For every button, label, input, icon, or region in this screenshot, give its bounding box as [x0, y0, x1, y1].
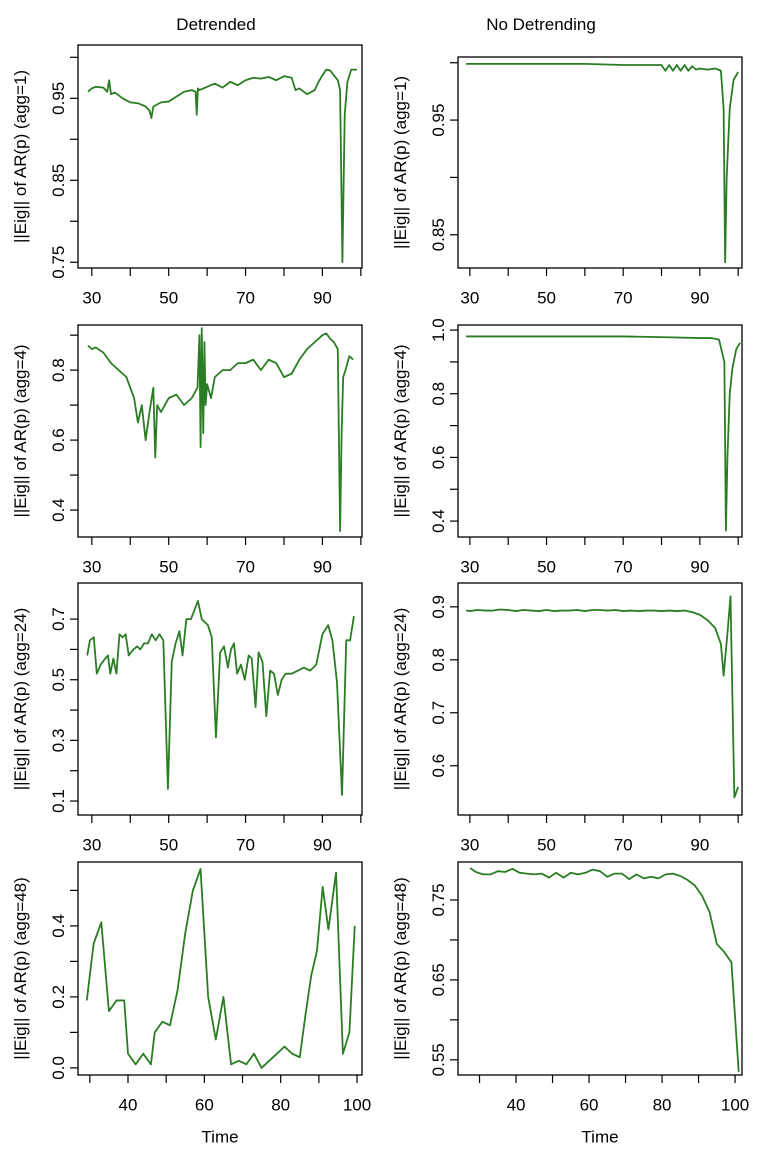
x-tick-label: 50: [537, 835, 556, 854]
y-tick-label: 0.6: [429, 754, 448, 778]
y-tick-label: 0.5: [49, 668, 68, 692]
x-tick-label: 80: [271, 1095, 290, 1114]
data-line: [466, 335, 741, 532]
y-axis-title: ||Eig|| of AR(p) (agg=4): [391, 344, 410, 517]
x-tick-label: 90: [313, 557, 332, 576]
y-axis-title: ||Eig|| of AR(p) (agg=24): [391, 608, 410, 791]
data-line: [87, 68, 357, 264]
y-axis-title: ||Eig|| of AR(p) (agg=1): [11, 70, 30, 243]
x-tick-label: 30: [82, 835, 101, 854]
x-tick-label: 50: [159, 835, 178, 854]
x-tick-label: 90: [690, 288, 709, 307]
x-tick-label: 90: [313, 288, 332, 307]
x-tick-label: 30: [460, 835, 479, 854]
x-tick-label: 70: [614, 557, 633, 576]
plot-frame: [77, 861, 363, 1076]
x-axis-title: Time: [581, 1127, 618, 1146]
x-tick-label: 40: [119, 1095, 138, 1114]
x-tick-label: 30: [460, 288, 479, 307]
x-tick-label: 60: [195, 1095, 214, 1114]
y-tick-label: 0.7: [429, 701, 448, 725]
y-tick-label: 1.0: [429, 318, 448, 342]
y-tick-label: 0.4: [429, 509, 448, 533]
plot-frame: [77, 324, 363, 538]
x-tick-label: 60: [580, 1095, 599, 1114]
y-tick-label: 0.4: [49, 914, 68, 938]
y-tick-label: 0.6: [429, 446, 448, 470]
plot-frame: [77, 582, 363, 816]
plot-frame: [457, 324, 743, 538]
x-tick-label: 90: [690, 557, 709, 576]
y-axis-title: ||Eig|| of AR(p) (agg=1): [391, 76, 410, 249]
data-line: [86, 599, 355, 796]
y-axis-title: ||Eig|| of AR(p) (agg=4): [11, 344, 30, 517]
x-tick-label: 100: [721, 1095, 749, 1114]
column-title: No Detrending: [486, 15, 596, 34]
column-title: Detrended: [176, 15, 255, 34]
x-tick-label: 30: [82, 557, 101, 576]
x-axis-title: Time: [201, 1127, 238, 1146]
plot-frame: [457, 861, 743, 1076]
y-tick-label: 0.0: [49, 1056, 68, 1080]
y-tick-label: 0.8: [429, 648, 448, 672]
y-tick-label: 0.9: [429, 595, 448, 619]
y-tick-label: 0.1: [49, 789, 68, 813]
x-tick-label: 50: [537, 288, 556, 307]
x-tick-label: 90: [690, 835, 709, 854]
data-line: [465, 595, 740, 799]
y-tick-label: 0.6: [49, 428, 68, 452]
x-tick-label: 70: [614, 835, 633, 854]
plot-frame: [457, 56, 743, 269]
x-tick-label: 70: [236, 835, 255, 854]
x-tick-label: 30: [460, 557, 479, 576]
y-tick-label: 0.3: [49, 729, 68, 753]
data-line: [85, 868, 356, 1069]
y-tick-label: 0.85: [49, 164, 68, 197]
x-tick-label: 100: [343, 1095, 371, 1114]
y-tick-label: 0.8: [49, 358, 68, 382]
y-axis-title: ||Eig|| of AR(p) (agg=24): [11, 608, 30, 791]
x-tick-label: 80: [653, 1095, 672, 1114]
y-tick-label: 0.8: [429, 382, 448, 406]
y-tick-label: 0.95: [49, 82, 68, 115]
data-line: [469, 867, 740, 1072]
y-axis-title: ||Eig|| of AR(p) (agg=48): [11, 877, 30, 1060]
y-tick-label: 0.4: [49, 498, 68, 522]
x-tick-label: 40: [507, 1095, 526, 1114]
y-tick-label: 0.7: [49, 607, 68, 631]
x-tick-label: 90: [313, 835, 332, 854]
x-tick-label: 70: [614, 288, 633, 307]
y-tick-label: 0.55: [429, 1043, 448, 1076]
y-tick-label: 0.75: [49, 246, 68, 279]
x-tick-label: 30: [82, 288, 101, 307]
y-tick-label: 0.95: [429, 104, 448, 137]
y-tick-label: 0.85: [429, 218, 448, 251]
y-tick-label: 0.65: [429, 963, 448, 996]
x-tick-label: 50: [159, 557, 178, 576]
plot-frame: [77, 44, 363, 269]
x-tick-label: 70: [236, 557, 255, 576]
x-tick-label: 50: [537, 557, 556, 576]
x-tick-label: 70: [236, 288, 255, 307]
x-tick-label: 50: [159, 288, 178, 307]
data-line: [466, 62, 739, 264]
plot-frame: [457, 582, 743, 816]
y-axis-title: ||Eig|| of AR(p) (agg=48): [391, 877, 410, 1060]
y-tick-label: 0.75: [429, 883, 448, 916]
data-line: [87, 327, 354, 532]
y-tick-label: 0.2: [49, 985, 68, 1009]
